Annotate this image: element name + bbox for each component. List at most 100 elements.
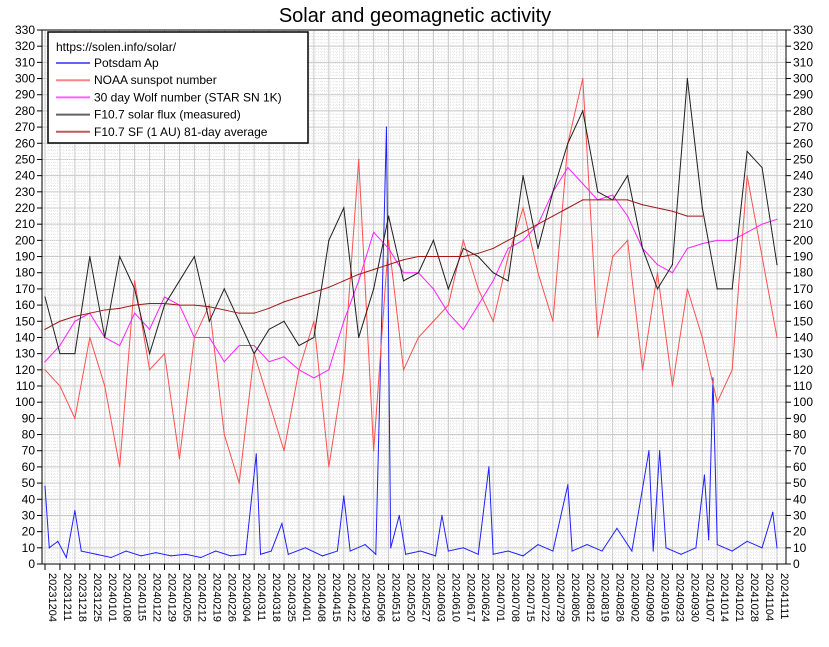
- data-point: [686, 288, 688, 290]
- y-tick-label-right: 180: [793, 266, 813, 280]
- data-point: [268, 361, 270, 363]
- y-tick-label: 0: [28, 557, 35, 571]
- data-point: [80, 550, 82, 552]
- legend-label: 30 day Wolf number (STAR SN 1K): [94, 90, 282, 104]
- data-point: [298, 344, 300, 347]
- data-point: [343, 320, 345, 322]
- y-tick-label-right: 30: [793, 508, 807, 522]
- data-point: [761, 547, 763, 549]
- data-point: [328, 286, 330, 288]
- x-tick-label: 20240513: [390, 573, 402, 622]
- plot-frame: [41, 29, 787, 565]
- y-tick-label: 80: [22, 428, 36, 442]
- data-point: [616, 527, 618, 530]
- data-point: [772, 511, 774, 513]
- x-tick-label: 20240812: [584, 573, 596, 622]
- y-tick-label: 250: [15, 152, 35, 166]
- y-tick-label-right: 290: [793, 88, 813, 102]
- data-point: [567, 207, 569, 209]
- y-tick-label: 130: [15, 347, 35, 361]
- data-point: [776, 547, 778, 549]
- x-tick-label: 20240729: [554, 573, 566, 622]
- data-point: [597, 191, 599, 193]
- series-line-potsdam-ap: [44, 127, 778, 560]
- y-tick-label: 70: [22, 444, 36, 458]
- data-point: [208, 336, 210, 339]
- data-point: [259, 553, 262, 555]
- data-point: [648, 450, 650, 452]
- x-tick-label: 20240122: [151, 573, 163, 622]
- data-point: [627, 199, 629, 201]
- data-point: [313, 336, 315, 339]
- data-point: [731, 369, 733, 371]
- data-point: [462, 255, 464, 258]
- y-tick-label: 200: [15, 233, 35, 247]
- data-point: [522, 555, 524, 557]
- data-point: [537, 223, 539, 225]
- data-point: [652, 550, 654, 552]
- y-tick-label-right: 220: [793, 201, 813, 215]
- data-point: [776, 218, 778, 220]
- data-point: [522, 239, 524, 241]
- data-point: [656, 272, 659, 274]
- y-tick-label-right: 300: [793, 72, 813, 86]
- data-point: [612, 199, 614, 201]
- data-point: [343, 369, 345, 371]
- x-tick-label: 20240826: [614, 573, 626, 622]
- data-point: [178, 280, 181, 282]
- x-tick-label: 20240930: [688, 573, 700, 622]
- data-point: [405, 553, 407, 555]
- data-point: [268, 307, 270, 309]
- data-point: [253, 344, 255, 347]
- data-point: [492, 280, 494, 282]
- data-point: [343, 280, 345, 282]
- y-tick-label-right: 240: [793, 169, 813, 183]
- data-point: [104, 336, 106, 339]
- data-point: [44, 296, 46, 298]
- x-tick-label: 20240205: [180, 573, 192, 622]
- y-tick-label-right: 170: [793, 282, 813, 296]
- x-tick-label: 20231204: [46, 573, 58, 622]
- data-point: [358, 273, 360, 275]
- data-point: [492, 320, 494, 322]
- x-tick-label: 20240318: [270, 573, 282, 622]
- series-4: [44, 199, 703, 330]
- data-point: [59, 320, 61, 322]
- data-point: [57, 540, 59, 542]
- y-tick-label: 280: [15, 104, 35, 118]
- data-point: [44, 485, 46, 487]
- data-point: [59, 353, 61, 355]
- data-point: [582, 110, 584, 112]
- data-point: [716, 401, 718, 403]
- y-tick-label: 40: [22, 492, 36, 506]
- x-tick-label: 20231218: [76, 573, 88, 622]
- data-point: [321, 555, 324, 557]
- data-point: [328, 466, 330, 468]
- data-point: [59, 385, 61, 387]
- y-tick-label-right: 310: [793, 55, 813, 69]
- y-tick-label-right: 40: [793, 492, 807, 506]
- data-point: [746, 150, 748, 152]
- data-point: [712, 377, 714, 379]
- y-tick-label-right: 330: [793, 23, 813, 37]
- y-tick-label-right: 200: [793, 233, 813, 247]
- y-tick-label: 220: [15, 201, 35, 215]
- legend-label: Potsdam Ap: [94, 56, 159, 70]
- data-point: [343, 207, 345, 209]
- y-tick-label-right: 60: [793, 460, 807, 474]
- series-3: [44, 77, 778, 356]
- data-point: [223, 361, 225, 363]
- data-point: [74, 417, 76, 419]
- x-tick-label: 20241104: [763, 573, 775, 621]
- data-point: [477, 553, 479, 555]
- data-point: [656, 207, 659, 209]
- y-tick-label: 330: [15, 23, 35, 37]
- data-point: [552, 215, 554, 217]
- data-point: [223, 433, 225, 436]
- data-point: [641, 204, 644, 206]
- data-point: [387, 247, 390, 250]
- data-point: [708, 539, 710, 541]
- data-point: [238, 320, 240, 322]
- y-tick-label-right: 250: [793, 152, 813, 166]
- data-point: [552, 550, 554, 552]
